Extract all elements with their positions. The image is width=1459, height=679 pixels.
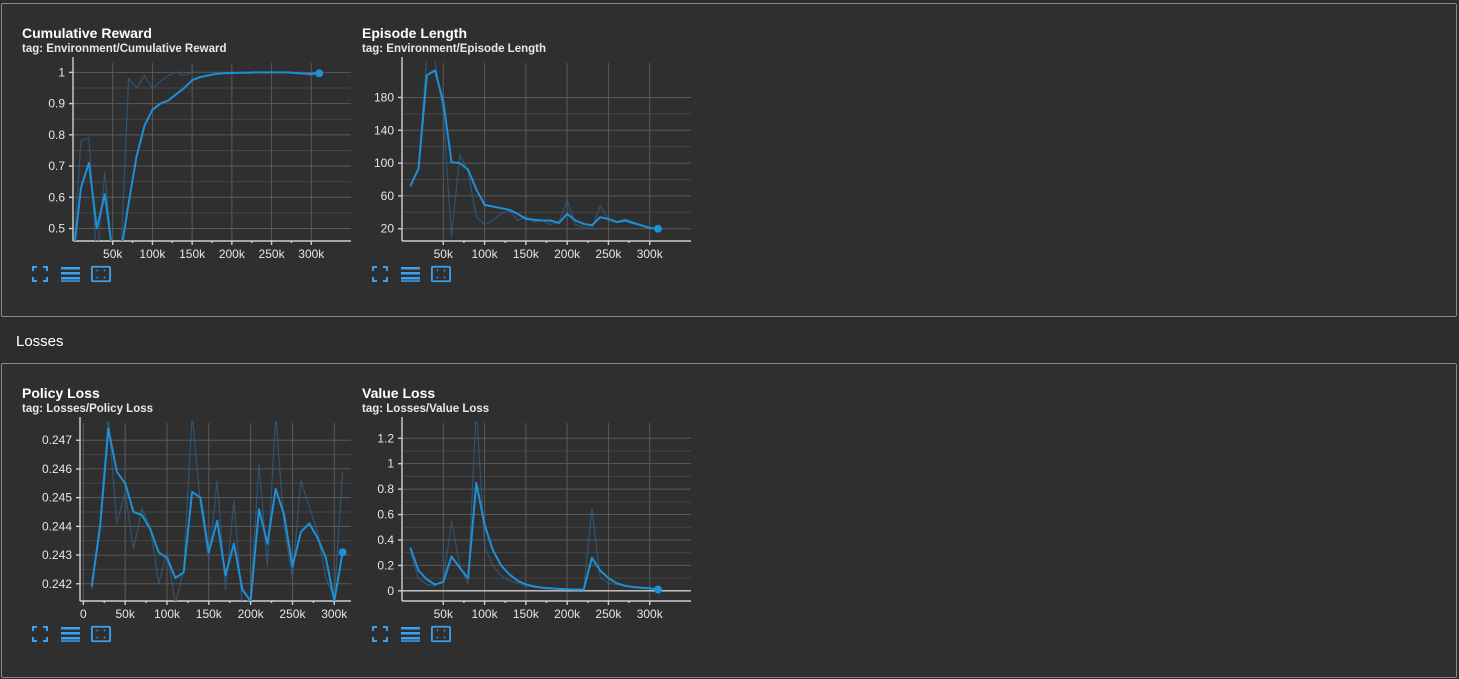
x-tick-label: 300k xyxy=(298,247,325,261)
y-tick-label: 0.7 xyxy=(48,159,65,173)
x-tick-label: 200k xyxy=(554,607,581,621)
last-value-marker xyxy=(338,548,347,557)
episode-length-chart[interactable]: 50k 100k 150k 200k 250k 300k 20 60 100 140 180 xyxy=(362,55,702,265)
policy-loss-card: Policy Loss tag: Losses/Policy Loss 0 50k… xyxy=(22,385,362,675)
card-tag: tag: Environment/Cumulative Reward xyxy=(22,43,227,55)
toggle-log-icon[interactable] xyxy=(60,625,80,643)
episode-length-card: Episode Length tag: Environment/Episode … xyxy=(362,25,702,315)
card-title: Policy Loss xyxy=(22,385,100,401)
card-title: Value Loss xyxy=(362,385,436,401)
card-title: Episode Length xyxy=(362,25,467,41)
y-tick-label: 1 xyxy=(387,457,394,471)
y-tick-label: 0.246 xyxy=(42,462,72,476)
y-tick-label: 0.243 xyxy=(42,548,72,562)
losses-panel xyxy=(1,363,1457,678)
x-tick-label: 100k xyxy=(472,247,499,261)
x-tick-label: 200k xyxy=(554,247,581,261)
x-tick-label: 300k xyxy=(637,247,664,261)
value-loss-card: Value Loss tag: Losses/Value Loss 50k 100… xyxy=(362,385,702,675)
smoothed-series-line xyxy=(409,481,659,591)
y-tick-label: 0.242 xyxy=(42,577,72,591)
y-tick-label: 180 xyxy=(374,90,394,104)
last-value-marker xyxy=(315,69,324,78)
x-tick-label: 50k xyxy=(434,247,454,261)
y-tick-label: 0.8 xyxy=(377,482,394,496)
y-tick-label: 1.2 xyxy=(377,431,394,445)
y-tick-label: 140 xyxy=(374,123,394,137)
fit-domain-icon[interactable] xyxy=(30,265,50,283)
last-value-marker xyxy=(653,224,662,233)
environment-panel xyxy=(1,3,1457,317)
toggle-log-icon[interactable] xyxy=(400,265,420,283)
y-tick-label: 0.5 xyxy=(48,222,65,236)
y-tick-label: 0.4 xyxy=(377,533,394,547)
fit-domain-icon[interactable] xyxy=(370,265,390,283)
x-tick-label: 150k xyxy=(179,247,206,261)
y-tick-label: 0.2 xyxy=(377,558,394,572)
x-tick-label: 200k xyxy=(219,247,246,261)
fit-domain-icon[interactable] xyxy=(370,625,390,643)
expand-icon[interactable] xyxy=(91,625,111,643)
losses-section-header[interactable]: Losses xyxy=(1,318,1457,362)
y-tick-label: 0 xyxy=(387,584,394,598)
policy-loss-chart[interactable]: 0 50k 100k 150k 200k 250k 300k 0.242 0.243 0.244 0… xyxy=(22,415,362,625)
cumulative-reward-chart[interactable]: 50k 100k 150k 200k 250k 300k 0.5 0.6 0.7 0.8 0.9 1 xyxy=(22,55,362,265)
x-tick-label: 50k xyxy=(434,607,454,621)
x-tick-label: 300k xyxy=(321,607,348,621)
x-tick-label: 0 xyxy=(80,607,87,621)
y-tick-label: 0.6 xyxy=(377,508,394,522)
expand-icon[interactable] xyxy=(431,265,451,283)
x-tick-label: 300k xyxy=(637,607,664,621)
smoothed-series-line xyxy=(90,427,344,601)
expand-icon[interactable] xyxy=(431,625,451,643)
card-tag: tag: Losses/Policy Loss xyxy=(22,403,154,415)
y-tick-label: 0.244 xyxy=(42,519,72,533)
y-tick-label: 0.8 xyxy=(48,128,65,142)
x-tick-label: 100k xyxy=(472,607,499,621)
fit-domain-icon[interactable] xyxy=(30,625,50,643)
value-loss-chart[interactable]: 50k 100k 150k 200k 250k 300k 0 0.2 0.4 0.6 0.8 1 1.2 xyxy=(362,415,702,625)
x-tick-label: 250k xyxy=(259,247,286,261)
x-tick-label: 150k xyxy=(196,607,223,621)
x-tick-label: 50k xyxy=(115,607,135,621)
y-tick-label: 100 xyxy=(374,156,394,170)
x-tick-label: 250k xyxy=(595,607,622,621)
card-title: Cumulative Reward xyxy=(22,25,152,41)
smoothed-series-line xyxy=(74,71,320,241)
expand-icon[interactable] xyxy=(91,265,111,283)
x-tick-label: 250k xyxy=(279,607,306,621)
x-tick-label: 150k xyxy=(513,607,540,621)
x-tick-label: 50k xyxy=(103,247,123,261)
y-tick-label: 20 xyxy=(381,222,395,236)
x-tick-label: 100k xyxy=(139,247,166,261)
y-tick-label: 0.245 xyxy=(42,491,72,505)
x-tick-label: 200k xyxy=(238,607,265,621)
x-tick-label: 150k xyxy=(513,247,540,261)
toggle-log-icon[interactable] xyxy=(400,625,420,643)
x-tick-label: 100k xyxy=(154,607,181,621)
toggle-log-icon[interactable] xyxy=(60,265,80,283)
last-value-marker xyxy=(653,585,662,594)
x-tick-label: 250k xyxy=(595,247,622,261)
cumulative-reward-card: Cumulative Reward tag: Environment/Cumul… xyxy=(22,25,362,315)
smoothed-series-line xyxy=(409,69,659,230)
y-tick-label: 60 xyxy=(381,189,395,203)
y-tick-label: 0.247 xyxy=(42,433,72,447)
y-tick-label: 1 xyxy=(58,65,65,79)
raw-series-line xyxy=(91,421,344,601)
losses-section-title: Losses xyxy=(16,333,64,350)
y-tick-label: 0.9 xyxy=(48,97,65,111)
raw-series-line xyxy=(409,421,658,591)
card-tag: tag: Environment/Episode Length xyxy=(362,43,547,55)
card-tag: tag: Losses/Value Loss xyxy=(362,403,490,415)
y-tick-label: 0.6 xyxy=(48,190,65,204)
